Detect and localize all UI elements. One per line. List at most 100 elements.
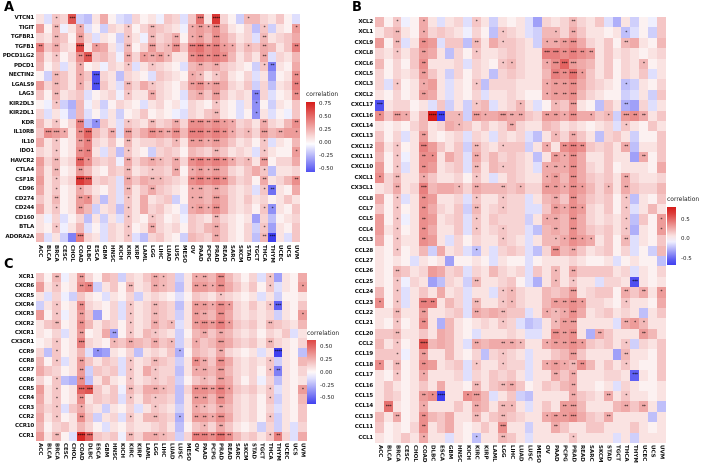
heatmap-cell bbox=[220, 204, 229, 214]
heatmap-cell bbox=[463, 266, 473, 278]
heatmap-cell bbox=[109, 431, 119, 442]
heatmap-cell bbox=[220, 137, 229, 148]
heatmap-cell: *** bbox=[200, 431, 209, 442]
heatmap-cell bbox=[175, 366, 184, 376]
heatmap-cell bbox=[241, 375, 250, 386]
heatmap-cell bbox=[44, 99, 53, 110]
heatmap-cell bbox=[427, 318, 437, 329]
heatmap-cell bbox=[68, 232, 77, 243]
heatmap-cell: * bbox=[454, 183, 464, 194]
heatmap-cell bbox=[76, 223, 85, 233]
heatmap-cell: ** bbox=[292, 42, 301, 53]
row-label: CSF1R bbox=[15, 176, 34, 183]
heatmap-cell bbox=[551, 287, 561, 298]
heatmap-cell bbox=[60, 137, 69, 148]
heatmap-cell bbox=[244, 137, 253, 148]
heatmap-cell bbox=[84, 90, 93, 100]
heatmap-cell bbox=[101, 338, 111, 348]
heatmap-cell: * bbox=[392, 370, 402, 381]
heatmap-cell bbox=[551, 17, 561, 28]
heatmap-cell bbox=[533, 391, 543, 402]
heatmap-cell bbox=[44, 23, 53, 34]
heatmap-cell bbox=[60, 384, 70, 395]
heatmap-cell bbox=[507, 89, 517, 101]
heatmap-cell bbox=[68, 118, 77, 129]
heatmap-cell bbox=[268, 223, 277, 233]
heatmap-cell bbox=[140, 156, 149, 167]
heatmap-cell bbox=[132, 204, 141, 214]
heatmap-cell: *** bbox=[196, 42, 205, 53]
heatmap-cell: *** bbox=[76, 156, 85, 167]
heatmap-cell bbox=[44, 185, 53, 195]
heatmap-cell bbox=[630, 339, 640, 350]
heatmap-cell bbox=[68, 52, 77, 62]
heatmap-cell bbox=[383, 432, 393, 444]
heatmap-cell bbox=[282, 412, 291, 423]
heatmap-cell bbox=[36, 137, 45, 148]
heatmap-cell bbox=[118, 347, 127, 358]
column-label: UVM bbox=[293, 245, 299, 260]
heatmap-cell bbox=[612, 287, 622, 298]
heatmap-cell bbox=[524, 422, 534, 433]
heatmap-cell bbox=[445, 422, 455, 433]
heatmap-cell: *** bbox=[216, 394, 225, 404]
heatmap-cell bbox=[410, 162, 420, 174]
row-label: CCR3 bbox=[18, 404, 35, 411]
heatmap-cell bbox=[401, 193, 411, 205]
heatmap-cell bbox=[92, 204, 101, 214]
heatmap-cell: ** bbox=[551, 172, 561, 184]
heatmap-cell: * bbox=[204, 166, 213, 176]
heatmap-cell bbox=[60, 185, 69, 195]
heatmap-cell: *** bbox=[568, 183, 578, 194]
heatmap-cell: ** bbox=[260, 42, 269, 53]
heatmap-cell bbox=[445, 204, 455, 215]
heatmap-cell bbox=[454, 255, 464, 267]
heatmap-cell bbox=[108, 80, 117, 91]
heatmap-cell bbox=[150, 422, 160, 432]
heatmap-cell bbox=[268, 71, 277, 81]
heatmap-cell bbox=[284, 156, 293, 167]
heatmap-cell bbox=[639, 307, 649, 319]
heatmap-cell: * bbox=[124, 90, 133, 100]
heatmap-cell bbox=[116, 156, 125, 167]
heatmap-cell bbox=[647, 37, 657, 49]
heatmap-cell: * bbox=[542, 172, 552, 184]
heatmap-cell: ** bbox=[621, 100, 631, 111]
heatmap-cell: ** bbox=[586, 48, 596, 59]
heatmap-cell bbox=[60, 356, 70, 367]
heatmap-cell bbox=[232, 273, 242, 283]
heatmap-cell bbox=[507, 100, 517, 111]
heatmap-cell bbox=[60, 118, 69, 129]
heatmap-cell bbox=[142, 347, 152, 358]
heatmap-cell bbox=[93, 431, 102, 442]
heatmap-cell bbox=[156, 80, 165, 91]
heatmap-cell bbox=[282, 338, 291, 348]
heatmap-cell: **** bbox=[76, 175, 85, 186]
heatmap-cell bbox=[542, 328, 552, 340]
heatmap-cell bbox=[265, 310, 275, 320]
column-label: SARC bbox=[229, 245, 235, 262]
heatmap-cell bbox=[401, 131, 411, 142]
heatmap-cell: ** bbox=[419, 193, 429, 205]
heatmap-cell: ** bbox=[292, 90, 301, 100]
heatmap-cell: * bbox=[260, 61, 269, 72]
row-label: BTLA bbox=[19, 224, 34, 230]
heatmap-cell bbox=[427, 339, 437, 350]
heatmap-cell: *** bbox=[216, 273, 225, 283]
heatmap-cell bbox=[44, 282, 53, 292]
column-label: KIRC bbox=[125, 245, 131, 260]
heatmap-cell bbox=[630, 204, 640, 215]
heatmap-cell: ** bbox=[196, 23, 205, 34]
heatmap-cell bbox=[109, 394, 119, 404]
heatmap-cell bbox=[630, 266, 640, 278]
column-label: PAAD bbox=[552, 445, 559, 462]
heatmap-cell bbox=[44, 71, 53, 81]
heatmap-cell bbox=[60, 403, 70, 414]
heatmap-cell bbox=[172, 80, 181, 91]
heatmap-cell bbox=[621, 411, 631, 423]
heatmap-cell bbox=[92, 175, 101, 186]
heatmap-cell bbox=[463, 370, 473, 381]
heatmap-cell bbox=[612, 162, 622, 174]
heatmap-cell bbox=[586, 328, 596, 340]
heatmap-cell bbox=[489, 245, 499, 257]
